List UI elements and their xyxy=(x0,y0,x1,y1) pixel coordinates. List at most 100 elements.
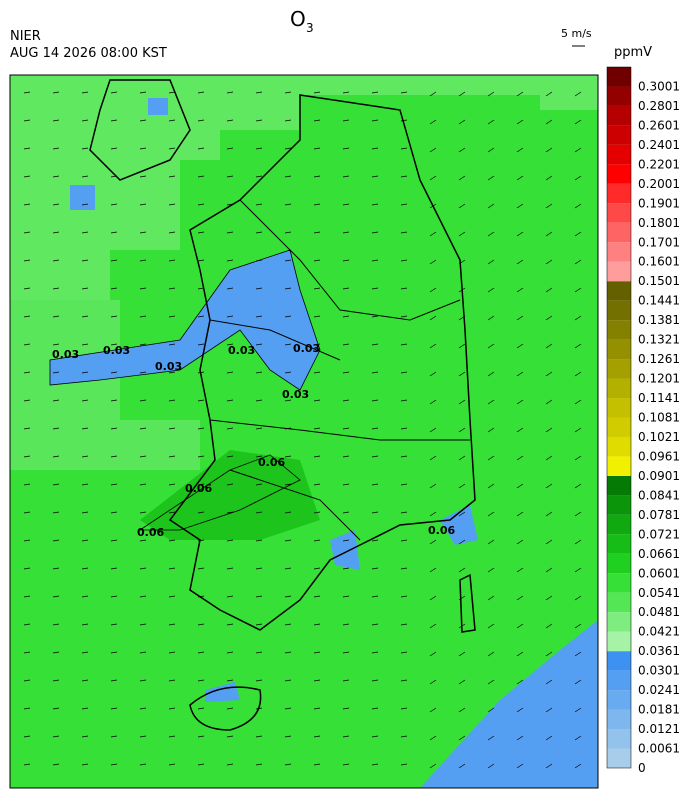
wind-arrow xyxy=(400,287,408,290)
field-blue xyxy=(420,620,598,788)
wind-arrow xyxy=(516,651,524,657)
wind-arrow xyxy=(429,735,437,741)
wind-arrow xyxy=(139,679,147,682)
wind-arrow xyxy=(545,455,553,461)
wind-arrow xyxy=(545,763,553,769)
wind-arrow xyxy=(110,679,118,682)
colorbar-label: 0.2801 xyxy=(638,99,680,113)
wind-arrow xyxy=(487,483,495,489)
contour-label: 0.03 xyxy=(155,360,182,373)
wind-arrow xyxy=(81,595,89,598)
wind-arrow xyxy=(226,763,234,766)
wind-arrow xyxy=(110,427,118,430)
wind-arrow xyxy=(23,623,31,626)
wind-arrow xyxy=(168,511,176,514)
wind-arrow xyxy=(458,651,466,657)
wind-arrow xyxy=(284,651,292,654)
wind-arrow xyxy=(197,259,205,262)
wind-arrow xyxy=(168,315,176,318)
wind-arrow xyxy=(23,651,31,654)
wind-arrow xyxy=(516,595,524,601)
wind-arrow xyxy=(313,595,321,598)
wind-arrow xyxy=(168,91,176,94)
wind-arrow xyxy=(574,119,582,125)
wind-arrow xyxy=(458,259,466,265)
wind-arrow xyxy=(487,539,495,545)
wind-arrow xyxy=(487,651,495,657)
wind-arrow xyxy=(255,511,263,514)
wind-arrow xyxy=(110,175,118,178)
wind-arrow xyxy=(487,679,495,685)
wind-arrow xyxy=(458,287,466,293)
wind-arrow xyxy=(545,231,553,237)
wind-arrow xyxy=(226,315,234,318)
wind-arrow xyxy=(487,735,495,741)
wind-arrow xyxy=(458,399,466,405)
wind-arrow xyxy=(255,259,263,262)
contour-line xyxy=(49,249,321,391)
wind-arrow xyxy=(168,623,176,626)
colorbar-label: 0 xyxy=(638,761,646,775)
wind-arrow xyxy=(400,91,408,94)
wind-arrow xyxy=(255,763,263,766)
coastline xyxy=(89,79,476,631)
wind-arrow xyxy=(371,567,379,570)
wind-arrow xyxy=(574,763,582,769)
colorbar-label: 0.1141 xyxy=(638,391,680,405)
colorbar-swatch xyxy=(607,398,631,418)
wind-arrow xyxy=(545,707,553,713)
wind-arrow xyxy=(545,119,553,125)
colorbar-label: 0.2401 xyxy=(638,138,680,152)
wind-arrow xyxy=(429,427,437,433)
wind-arrow xyxy=(255,539,263,542)
wind-arrow xyxy=(197,763,205,766)
wind-arrow xyxy=(429,259,437,265)
wind-arrow xyxy=(168,427,176,430)
wind-arrow xyxy=(23,735,31,738)
wind-arrow xyxy=(110,147,118,150)
wind-arrow xyxy=(139,399,147,402)
wind-arrow xyxy=(574,315,582,321)
wind-arrow xyxy=(429,707,437,713)
wind-arrow xyxy=(81,231,89,234)
wind-arrow xyxy=(371,371,379,374)
wind-arrow xyxy=(197,287,205,290)
wind-arrow xyxy=(168,763,176,766)
wind-arrow xyxy=(400,679,408,682)
wind-arrow xyxy=(284,371,292,374)
wind-arrow xyxy=(487,595,495,601)
wind-arrow xyxy=(458,455,466,461)
wind-arrow xyxy=(168,539,176,542)
wind-arrow xyxy=(400,399,408,402)
wind-arrow xyxy=(226,119,234,122)
wind-arrow xyxy=(23,595,31,598)
wind-arrow xyxy=(255,203,263,206)
wind-arrow xyxy=(458,735,466,741)
wind-arrow xyxy=(81,651,89,654)
wind-arrow xyxy=(516,679,524,685)
wind-arrow xyxy=(313,91,321,94)
wind-scale-label: 5 m/s xyxy=(561,27,592,40)
wind-arrow xyxy=(139,231,147,234)
wind-arrow xyxy=(487,763,495,769)
wind-arrow xyxy=(139,539,147,542)
map-frame xyxy=(9,74,599,789)
wind-arrow xyxy=(197,623,205,626)
wind-arrow xyxy=(110,567,118,570)
wind-arrow xyxy=(23,763,31,766)
wind-arrow xyxy=(342,147,350,150)
wind-arrow xyxy=(516,735,524,741)
wind-arrow xyxy=(197,119,205,122)
wind-arrow xyxy=(168,595,176,598)
wind-arrow xyxy=(458,707,466,713)
wind-arrow xyxy=(139,735,147,738)
wind-arrow xyxy=(52,511,60,514)
wind-arrow xyxy=(284,231,292,234)
wind-arrow xyxy=(52,679,60,682)
wind-arrow xyxy=(487,203,495,209)
wind-arrow xyxy=(342,175,350,178)
colorbar-label: 0.1441 xyxy=(638,294,680,308)
wind-arrow xyxy=(226,539,234,542)
field-blue xyxy=(50,250,320,390)
wind-arrow xyxy=(197,511,205,514)
